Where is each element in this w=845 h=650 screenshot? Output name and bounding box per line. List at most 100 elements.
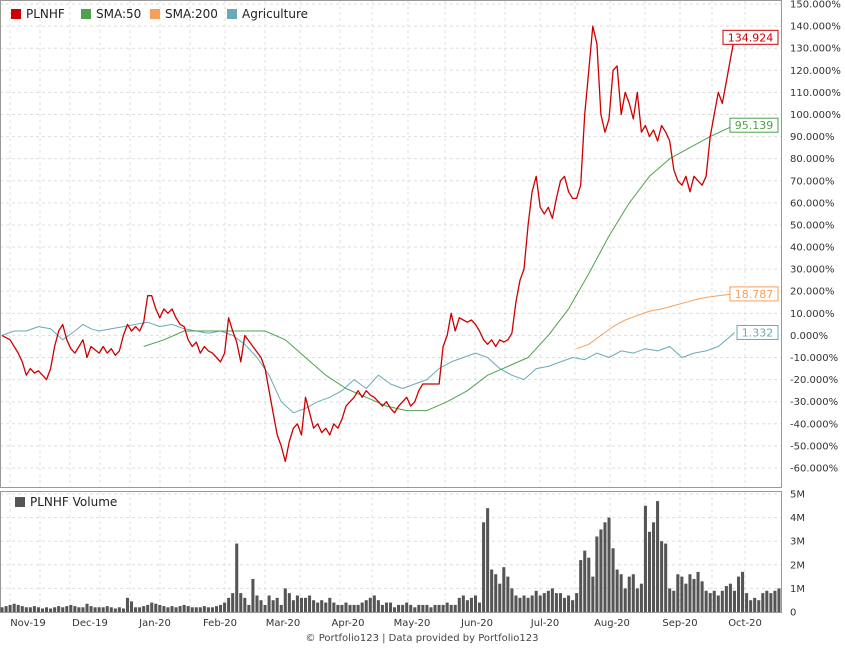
y-tick-label: 120.000%	[790, 66, 841, 77]
volume-bar	[599, 529, 603, 612]
volume-bar	[757, 600, 761, 612]
volume-bar	[526, 597, 530, 612]
end-label-box	[722, 29, 779, 45]
y-tick-label: 100.000%	[790, 110, 841, 121]
volume-tick-label: 2M	[790, 560, 805, 571]
volume-bar	[121, 608, 125, 612]
x-tick-label: Jul-20	[530, 618, 559, 629]
footer-credit: © Portfolio123 | Data provided by Portfo…	[306, 633, 539, 644]
volume-bar	[579, 560, 583, 612]
volume-bar	[69, 604, 73, 612]
volume-bar	[190, 607, 194, 612]
legend-label-agriculture: Agriculture	[242, 7, 308, 21]
volume-bar	[312, 600, 316, 612]
volume-bar	[295, 595, 299, 612]
y-tick-label: -50.000%	[790, 441, 838, 452]
volume-bar	[271, 600, 275, 612]
y-tick-label: 130.000%	[790, 44, 841, 55]
volume-bar	[639, 583, 643, 612]
volume-bar	[20, 606, 24, 612]
volume-bar	[708, 593, 712, 612]
volume-bar	[247, 604, 251, 612]
end-label-box	[736, 324, 779, 340]
volume-bar	[732, 590, 736, 612]
volume-tick-label: 4M	[790, 513, 805, 524]
volume-bar	[231, 593, 235, 612]
volume-bar	[129, 601, 134, 612]
volume-bar	[40, 608, 45, 612]
volume-bar	[753, 597, 757, 612]
volume-bar	[672, 590, 676, 612]
volume-bar	[263, 604, 267, 612]
volume-bar	[676, 574, 680, 612]
volume-bar	[765, 590, 769, 612]
volume-bar	[736, 576, 741, 612]
volume-bar	[741, 571, 745, 612]
main-panel-border	[0, 0, 782, 488]
volume-bar	[65, 606, 69, 612]
volume-bar	[251, 578, 255, 612]
volume-bar	[720, 590, 724, 612]
volume-bar	[514, 595, 518, 612]
volume-bar	[214, 606, 219, 612]
volume-bar	[652, 522, 656, 612]
volume-bar	[688, 574, 692, 612]
volume-bar	[12, 603, 16, 612]
volume-bar	[259, 600, 263, 612]
volume-bar	[283, 588, 287, 612]
volume-bar	[340, 604, 344, 612]
volume-bar	[150, 602, 154, 612]
volume-bar	[397, 604, 401, 612]
volume-bar	[704, 590, 708, 612]
volume-bar	[291, 600, 295, 612]
legend-swatch-plnhf	[11, 9, 21, 19]
y-tick-label: 0.000%	[790, 331, 828, 342]
volume-bar	[587, 557, 591, 612]
volume-bar	[498, 583, 502, 612]
volume-bar	[405, 602, 409, 612]
volume-bar	[631, 574, 635, 612]
volume-tick-label: 5M	[790, 490, 805, 501]
volume-bar	[643, 505, 647, 612]
volume-bar	[36, 607, 40, 612]
volume-bar	[595, 536, 599, 612]
volume-bars	[0, 501, 781, 612]
volume-bar	[368, 597, 372, 612]
volume-bar	[158, 604, 162, 612]
volume-bar	[728, 583, 732, 612]
volume-bar	[623, 588, 627, 612]
volume-bar	[332, 602, 336, 612]
volume-bar	[522, 595, 526, 612]
volume-bar	[174, 607, 178, 612]
volume-bar	[352, 604, 356, 612]
volume-bar	[85, 603, 89, 612]
volume-bar	[154, 603, 158, 612]
volume-bar	[146, 604, 150, 612]
volume-bar	[494, 574, 498, 612]
volume-bar	[716, 595, 720, 612]
volume-legend: PLNHF Volume	[15, 495, 117, 509]
volume-bar	[316, 602, 320, 612]
volume-bar	[93, 607, 97, 612]
volume-bar	[109, 607, 113, 612]
volume-bar	[453, 604, 457, 612]
volume-grid	[0, 491, 781, 612]
volume-tick-label: 1M	[790, 584, 805, 595]
volume-bar	[393, 607, 397, 612]
y-tick-label: 140.000%	[790, 22, 841, 33]
volume-bar	[198, 607, 202, 612]
volume-bar	[567, 595, 571, 612]
legend: PLNHF SMA:50 SMA:200 Agriculture	[11, 7, 308, 21]
volume-bar	[186, 606, 190, 612]
volume-bar	[575, 593, 579, 612]
x-tick-label: Sep-20	[662, 618, 697, 629]
volume-bar	[134, 607, 138, 612]
volume-bar	[413, 607, 417, 612]
volume-bar	[304, 597, 308, 612]
volume-bar	[380, 604, 384, 612]
volume-bar	[615, 569, 619, 612]
volume-bar	[348, 604, 352, 612]
volume-bar	[417, 604, 421, 612]
volume-bar	[425, 604, 429, 612]
volume-bar	[445, 602, 449, 612]
